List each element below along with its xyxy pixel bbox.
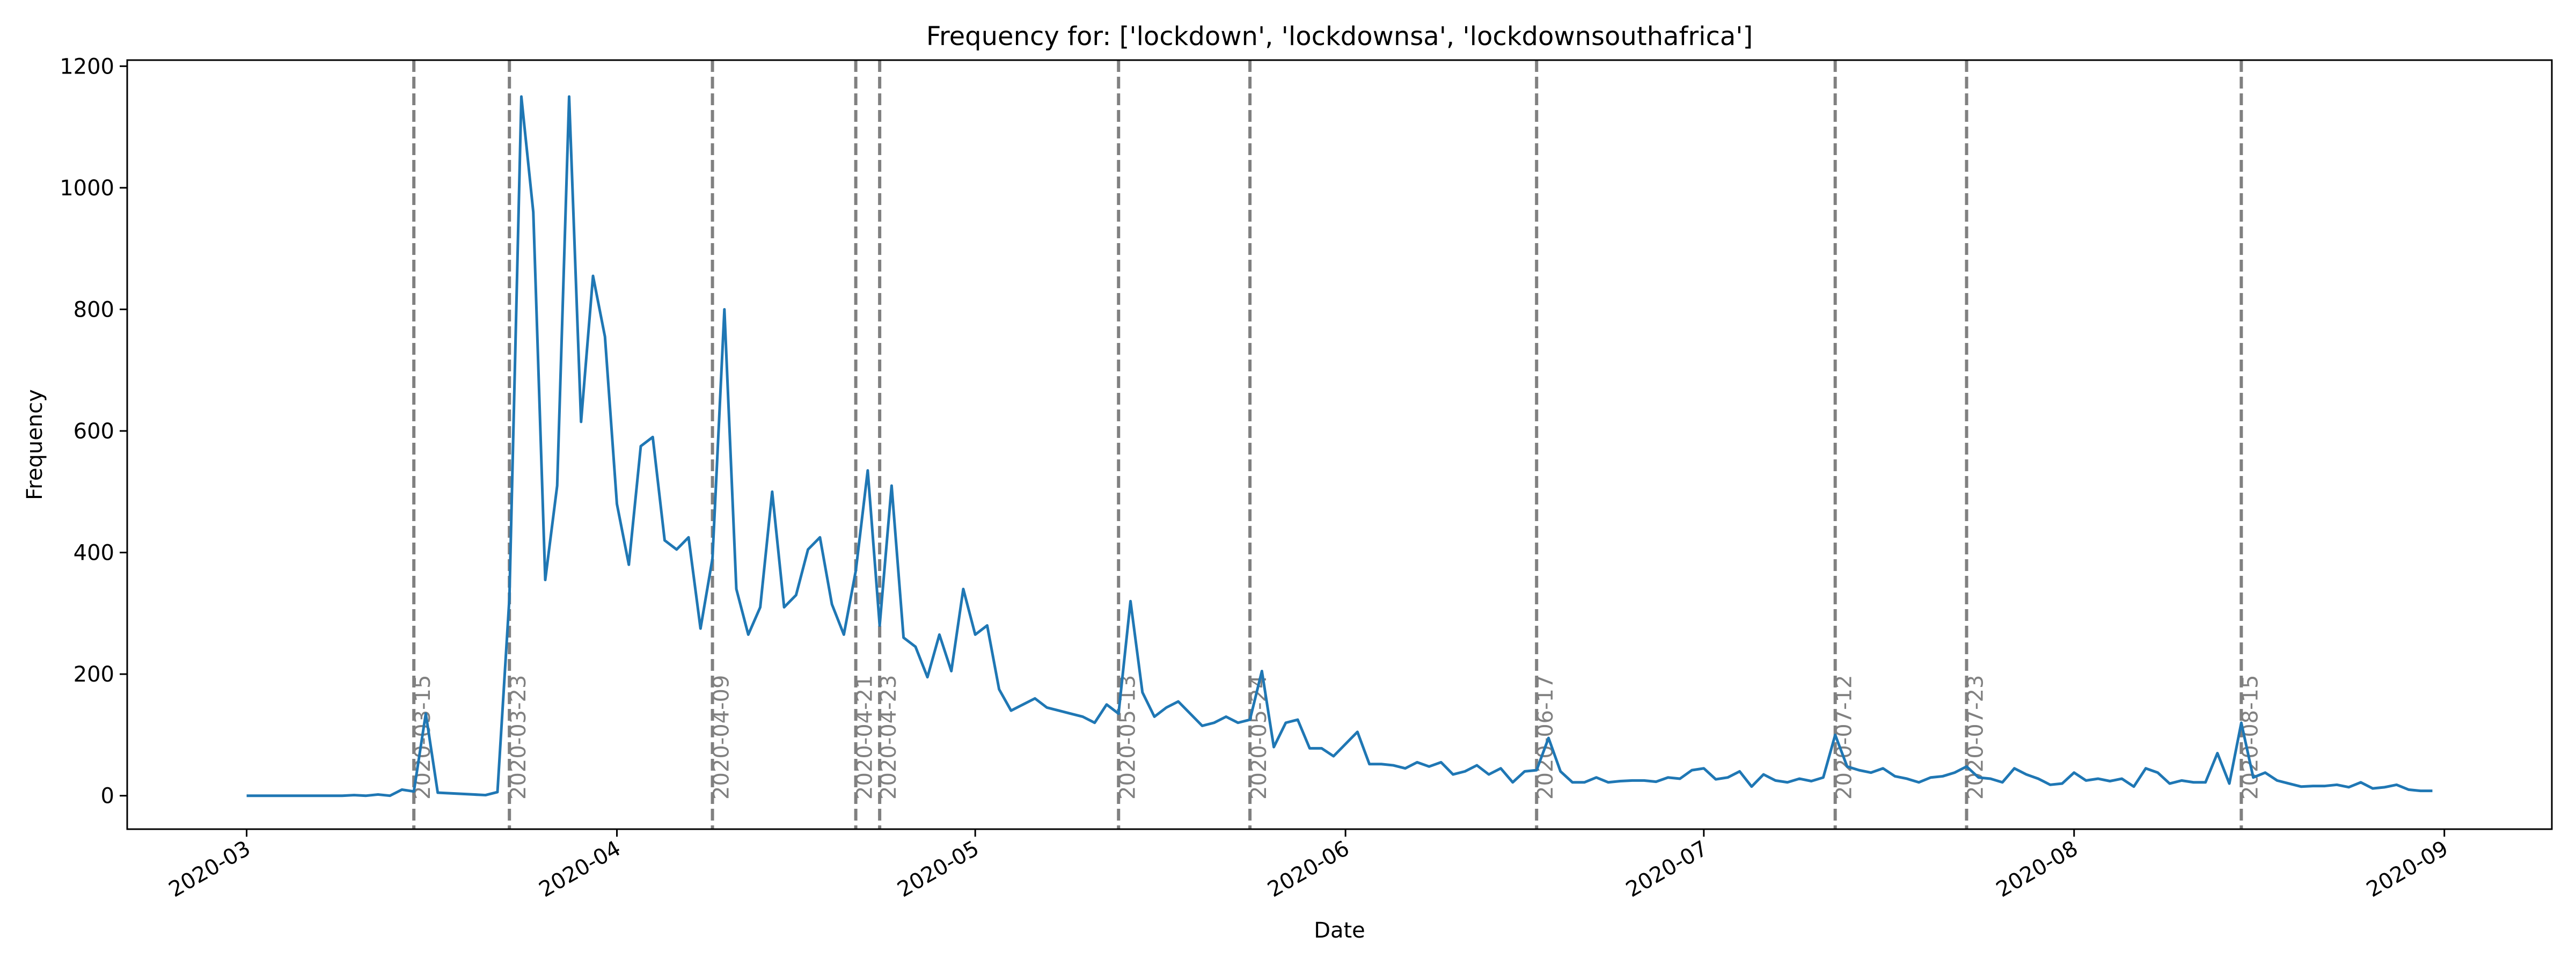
event-line-label: 2020-04-21 bbox=[853, 675, 877, 800]
y-tick-label: 1200 bbox=[60, 54, 114, 79]
y-tick-label: 200 bbox=[74, 662, 114, 687]
y-tick-label: 400 bbox=[74, 541, 114, 566]
y-tick-label: 1000 bbox=[60, 176, 114, 201]
event-line-label: 2020-06-17 bbox=[1533, 675, 1558, 800]
y-tick-label: 600 bbox=[74, 419, 114, 444]
event-line-label: 2020-08-15 bbox=[2238, 675, 2263, 800]
y-tick-label: 800 bbox=[74, 297, 114, 322]
series-line bbox=[246, 95, 2433, 797]
event-line-label: 2020-05-13 bbox=[1115, 675, 1140, 800]
y-axis-title: Frequency bbox=[23, 389, 47, 500]
vertical-event-lines: 2020-03-15 2020-03-23 2020-04-09 2020-04-21… bbox=[411, 60, 2263, 829]
event-line-label: 2020-03-23 bbox=[506, 675, 531, 800]
chart-title: Frequency for: ['lockdown', 'lockdownsa'… bbox=[926, 21, 1753, 52]
event-line-label: 2020-05-24 bbox=[1247, 675, 1271, 800]
series-layer bbox=[246, 95, 2433, 797]
event-line-label: 2020-04-23 bbox=[876, 675, 901, 800]
event-line-label: 2020-07-23 bbox=[1963, 675, 1988, 800]
plot-frame bbox=[126, 59, 2553, 830]
y-tick-label: 0 bbox=[101, 784, 114, 809]
x-axis-title: Date bbox=[1314, 918, 1365, 943]
event-line-label: 2020-04-09 bbox=[709, 675, 734, 800]
